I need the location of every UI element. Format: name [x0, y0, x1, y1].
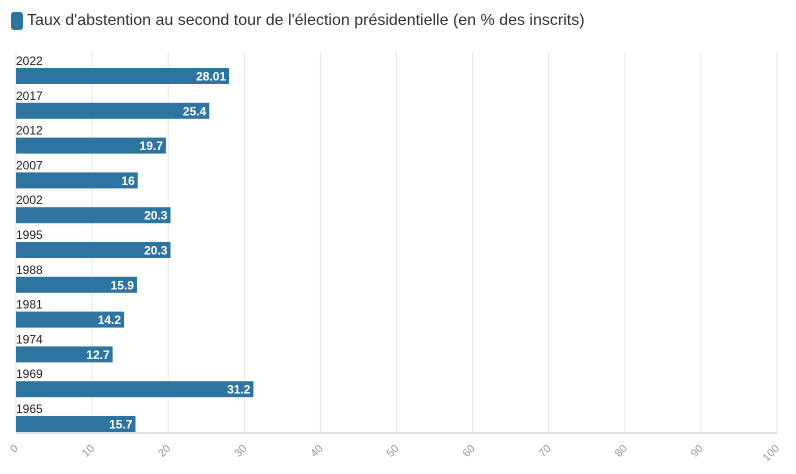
category-label: 1969	[16, 367, 43, 381]
data-label: 19.7	[140, 139, 164, 153]
x-tick-label: 20	[156, 443, 173, 460]
bar	[16, 68, 230, 84]
data-label: 15.7	[109, 418, 133, 432]
x-tick-label: 40	[308, 443, 325, 460]
bar	[16, 311, 125, 328]
data-label: 15.9	[111, 278, 135, 292]
category-label: 2002	[16, 193, 43, 207]
legend[interactable]: Taux d'abstention au second tour de l'él…	[11, 12, 585, 30]
x-tick-label: 100	[761, 443, 782, 464]
category-label: 2022	[16, 54, 43, 68]
bar	[16, 172, 138, 189]
data-label: 12.7	[86, 348, 110, 362]
data-label: 28.01	[196, 70, 226, 84]
data-label: 20.3	[144, 244, 168, 258]
legend-label: Taux d'abstention au second tour de l'él…	[27, 12, 585, 29]
legend-swatch	[11, 12, 23, 30]
bar	[16, 207, 171, 224]
category-label: 2017	[16, 89, 43, 103]
category-label: 1995	[16, 228, 43, 242]
bar	[16, 137, 166, 154]
category-label: 1981	[16, 298, 43, 312]
bar	[16, 381, 254, 398]
category-label: 1965	[16, 402, 43, 416]
data-label: 25.4	[183, 104, 207, 118]
x-tick-label: 60	[461, 443, 478, 460]
bar	[16, 416, 136, 432]
data-label: 31.2	[227, 383, 251, 397]
data-label: 20.3	[144, 209, 168, 223]
category-label: 1988	[16, 263, 43, 277]
category-label: 2012	[16, 124, 43, 138]
bar	[16, 242, 171, 258]
x-tick-label: 10	[80, 443, 97, 460]
bar	[16, 102, 210, 119]
data-label: 14.2	[98, 313, 122, 327]
x-tick-label: 70	[537, 443, 554, 460]
x-tick-label: 0	[8, 443, 21, 456]
category-label: 2007	[16, 158, 43, 172]
x-tick-label: 80	[613, 443, 630, 460]
data-label: 16	[121, 174, 135, 188]
bar	[16, 346, 113, 363]
category-label: 1974	[16, 332, 43, 346]
x-tick-label: 50	[384, 443, 401, 460]
bar	[16, 276, 137, 293]
x-tick-label: 90	[689, 443, 706, 460]
x-tick-label: 30	[232, 443, 249, 460]
